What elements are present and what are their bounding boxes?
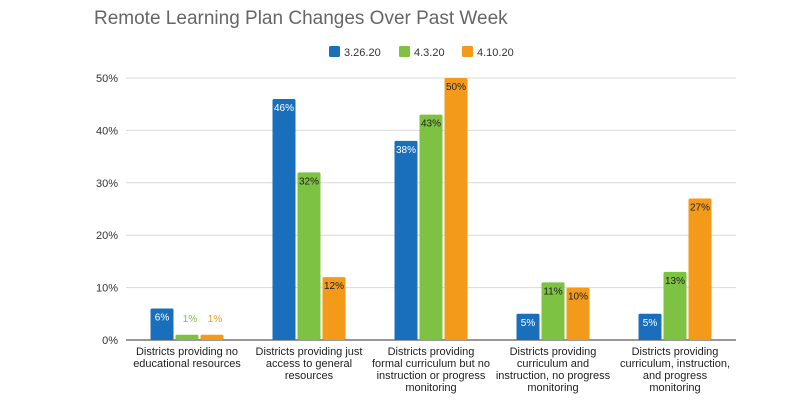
bar <box>541 282 565 340</box>
category-label-line: curriculum, instruction, <box>620 358 730 370</box>
bar <box>175 334 199 340</box>
category-label: Districts providing curriculum and instruc… <box>496 346 611 394</box>
category-label-line: monitoring <box>527 382 578 394</box>
bar <box>419 114 443 341</box>
data-labels: 6% 1% 1% 46% 32% 12% 38% 43% 50% 5% 11% 10% 5% 13% 27% <box>155 82 710 329</box>
category-label-line: Districts providing no <box>136 346 238 358</box>
y-tick-label: 30% <box>96 178 118 190</box>
data-label: 27% <box>690 203 710 214</box>
data-label: 12% <box>324 281 344 292</box>
bars <box>150 78 712 341</box>
x-axis-categories: Districts providing no educational resour… <box>133 346 730 394</box>
category-label-line: instruction or progress <box>377 370 486 382</box>
legend-swatch <box>329 46 340 57</box>
y-tick-label: 40% <box>96 125 118 137</box>
legend: 3.26.20 4.3.20 4.10.20 <box>329 46 514 59</box>
category-label-line: monitoring <box>405 382 456 394</box>
bar <box>638 313 662 340</box>
legend-label: 3.26.20 <box>344 47 381 59</box>
category-label-line: monitoring <box>649 382 700 394</box>
category-label-line: curriculum and <box>517 358 589 370</box>
bar <box>394 140 418 340</box>
y-tick-label: 0% <box>102 335 118 347</box>
category-label-line: access to general <box>266 358 352 370</box>
category-label-line: Districts providing <box>388 346 475 358</box>
category-label-line: Districts providing <box>632 346 719 358</box>
y-tick-label: 10% <box>96 283 118 295</box>
data-label: 5% <box>521 318 536 329</box>
y-axis-ticks: 0% 10% 20% 30% 40% 50% <box>96 73 118 347</box>
bar <box>272 98 296 341</box>
legend-label: 4.10.20 <box>477 47 514 59</box>
data-label: 6% <box>155 313 170 324</box>
data-label: 38% <box>396 145 416 156</box>
data-label: 10% <box>568 292 588 303</box>
bar <box>566 287 590 340</box>
legend-swatch <box>462 46 473 57</box>
category-label: Districts providing curriculum, instructi… <box>620 346 730 394</box>
category-label-line: Districts providing <box>510 346 597 358</box>
bar <box>663 271 687 340</box>
data-label: 13% <box>665 276 685 287</box>
data-label: 32% <box>299 176 319 187</box>
legend-swatch <box>399 46 410 57</box>
category-label-line: educational resources <box>133 358 241 370</box>
data-label: 46% <box>274 103 294 114</box>
bar <box>688 198 712 340</box>
category-label: Districts providing formal curriculum but… <box>372 346 490 394</box>
bar <box>322 277 346 340</box>
legend-label: 4.3.20 <box>414 47 445 59</box>
data-label: 11% <box>543 286 562 297</box>
bar <box>444 78 468 340</box>
data-label: 43% <box>421 119 441 130</box>
bar <box>150 308 174 340</box>
category-label-line: Districts providing just <box>256 346 363 358</box>
category-label-line: and progress <box>643 370 708 382</box>
bar <box>200 334 224 340</box>
category-label: Districts providing just access to genera… <box>256 346 363 382</box>
category-label-line: instruction, no progress <box>496 370 611 382</box>
chart-title: Remote Learning Plan Changes Over Past W… <box>94 8 508 29</box>
data-label: 1% <box>183 314 198 325</box>
bar <box>297 172 321 340</box>
y-tick-label: 50% <box>96 73 118 85</box>
category-label-line: formal curriculum but no <box>372 358 490 370</box>
category-label-line: resources <box>285 370 334 382</box>
data-label: 1% <box>208 314 223 325</box>
data-label: 50% <box>446 82 466 93</box>
data-label: 5% <box>643 318 658 329</box>
category-label: Districts providing no educational resour… <box>133 346 241 370</box>
bar <box>516 313 540 340</box>
y-tick-label: 20% <box>96 230 118 242</box>
